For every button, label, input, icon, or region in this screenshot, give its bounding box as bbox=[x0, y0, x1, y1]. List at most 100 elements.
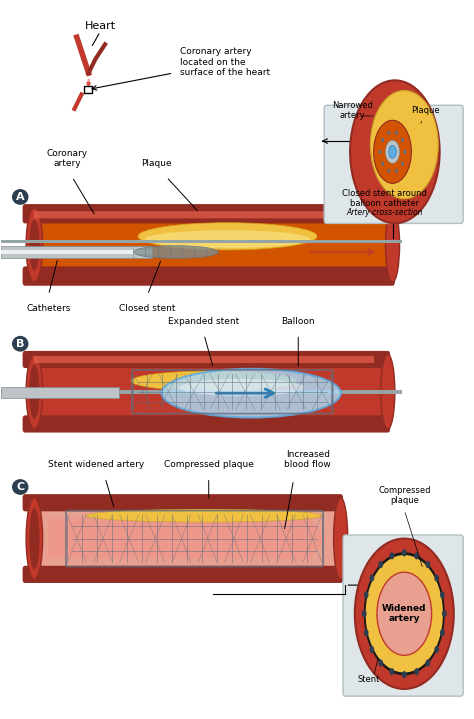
Ellipse shape bbox=[434, 646, 439, 653]
Ellipse shape bbox=[162, 369, 341, 418]
FancyBboxPatch shape bbox=[34, 219, 393, 271]
Bar bbox=[1, 387, 119, 398]
Ellipse shape bbox=[390, 552, 394, 559]
Ellipse shape bbox=[364, 591, 369, 598]
Ellipse shape bbox=[378, 561, 383, 568]
Ellipse shape bbox=[442, 610, 447, 618]
Text: Closed stent: Closed stent bbox=[119, 303, 176, 313]
Ellipse shape bbox=[414, 668, 419, 675]
Ellipse shape bbox=[402, 549, 407, 557]
Text: Compressed
plaque: Compressed plaque bbox=[378, 486, 430, 505]
Ellipse shape bbox=[387, 169, 390, 173]
Ellipse shape bbox=[402, 671, 407, 678]
Text: Coronary artery
located on the
surface of the heart: Coronary artery located on the surface o… bbox=[181, 47, 271, 77]
Ellipse shape bbox=[362, 610, 366, 618]
Ellipse shape bbox=[29, 220, 39, 270]
FancyBboxPatch shape bbox=[34, 356, 374, 363]
Ellipse shape bbox=[334, 498, 348, 580]
Ellipse shape bbox=[138, 223, 317, 250]
Bar bbox=[1, 390, 402, 394]
Ellipse shape bbox=[385, 140, 400, 163]
Ellipse shape bbox=[381, 162, 384, 166]
Ellipse shape bbox=[365, 555, 443, 672]
Polygon shape bbox=[87, 82, 90, 86]
Text: Closed stent around
balloon catheter: Closed stent around balloon catheter bbox=[342, 188, 427, 208]
Ellipse shape bbox=[381, 354, 395, 429]
Ellipse shape bbox=[395, 169, 398, 173]
Ellipse shape bbox=[26, 354, 43, 429]
Text: Coronary
artery: Coronary artery bbox=[47, 149, 88, 168]
Ellipse shape bbox=[131, 371, 296, 391]
Ellipse shape bbox=[401, 138, 404, 142]
FancyBboxPatch shape bbox=[23, 351, 390, 368]
Text: Stent widened artery: Stent widened artery bbox=[47, 460, 144, 469]
Bar bbox=[84, 86, 92, 93]
Ellipse shape bbox=[440, 591, 445, 598]
Polygon shape bbox=[88, 80, 89, 81]
Ellipse shape bbox=[378, 659, 383, 667]
Text: Balloon: Balloon bbox=[282, 317, 315, 326]
Text: A: A bbox=[16, 192, 25, 202]
FancyBboxPatch shape bbox=[324, 105, 463, 224]
Text: Heart: Heart bbox=[85, 22, 116, 32]
Text: Widened
artery: Widened artery bbox=[382, 604, 427, 623]
Ellipse shape bbox=[379, 150, 382, 154]
Ellipse shape bbox=[12, 189, 28, 205]
Ellipse shape bbox=[381, 138, 384, 142]
Text: Artery cross-section: Artery cross-section bbox=[346, 209, 423, 217]
Text: Catheters: Catheters bbox=[27, 303, 71, 313]
Ellipse shape bbox=[370, 574, 374, 582]
FancyArrow shape bbox=[48, 516, 327, 562]
Ellipse shape bbox=[26, 208, 43, 282]
Ellipse shape bbox=[355, 539, 454, 689]
Ellipse shape bbox=[26, 498, 43, 580]
Ellipse shape bbox=[86, 509, 322, 522]
Ellipse shape bbox=[133, 246, 218, 259]
FancyBboxPatch shape bbox=[23, 494, 343, 511]
Ellipse shape bbox=[12, 336, 28, 352]
Text: Narrowed
artery: Narrowed artery bbox=[332, 101, 373, 120]
Ellipse shape bbox=[145, 230, 310, 248]
FancyBboxPatch shape bbox=[34, 363, 389, 421]
Text: Increased
blood flow: Increased blood flow bbox=[284, 449, 331, 469]
Ellipse shape bbox=[395, 131, 398, 135]
Ellipse shape bbox=[440, 629, 445, 636]
Ellipse shape bbox=[387, 131, 390, 135]
Ellipse shape bbox=[426, 659, 430, 667]
Ellipse shape bbox=[389, 145, 396, 158]
Ellipse shape bbox=[364, 629, 369, 636]
Ellipse shape bbox=[434, 574, 439, 582]
Text: C: C bbox=[16, 482, 24, 492]
Ellipse shape bbox=[385, 208, 400, 282]
FancyBboxPatch shape bbox=[34, 506, 342, 571]
Ellipse shape bbox=[179, 379, 304, 396]
Ellipse shape bbox=[390, 668, 394, 675]
Ellipse shape bbox=[403, 150, 406, 154]
FancyBboxPatch shape bbox=[23, 204, 395, 224]
Ellipse shape bbox=[350, 81, 439, 223]
Bar bbox=[1, 240, 402, 244]
Text: Compressed plaque: Compressed plaque bbox=[164, 460, 254, 469]
Ellipse shape bbox=[29, 365, 39, 419]
Text: Plaque: Plaque bbox=[411, 106, 440, 115]
Ellipse shape bbox=[374, 120, 411, 183]
Bar bbox=[1, 247, 152, 258]
FancyBboxPatch shape bbox=[34, 211, 379, 219]
Ellipse shape bbox=[401, 162, 404, 166]
Ellipse shape bbox=[377, 572, 432, 655]
Ellipse shape bbox=[370, 646, 374, 653]
FancyBboxPatch shape bbox=[23, 416, 390, 433]
Text: Plaque: Plaque bbox=[142, 160, 172, 168]
Text: B: B bbox=[16, 339, 25, 349]
Text: Expanded stent: Expanded stent bbox=[168, 317, 240, 326]
Ellipse shape bbox=[29, 508, 39, 569]
Ellipse shape bbox=[426, 561, 430, 568]
Ellipse shape bbox=[414, 552, 419, 559]
FancyBboxPatch shape bbox=[343, 535, 463, 696]
FancyBboxPatch shape bbox=[23, 566, 343, 583]
Bar bbox=[1, 250, 152, 255]
FancyBboxPatch shape bbox=[23, 267, 395, 285]
Ellipse shape bbox=[370, 91, 438, 198]
Ellipse shape bbox=[364, 552, 445, 675]
Polygon shape bbox=[87, 83, 90, 86]
